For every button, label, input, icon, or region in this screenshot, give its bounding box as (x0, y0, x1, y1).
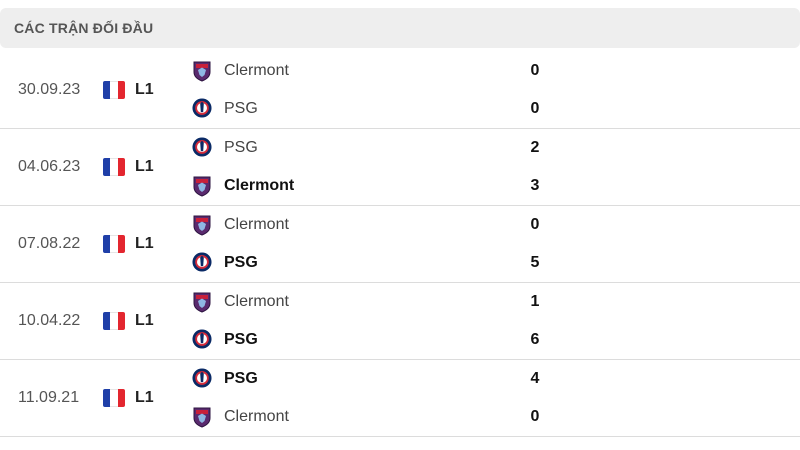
clermont-logo-icon (192, 175, 212, 197)
section-title: CÁC TRẬN ĐỐI ĐẦU (14, 20, 154, 36)
match-date: 10.04.22 (18, 312, 81, 329)
france-flag-icon (103, 312, 125, 330)
match-row[interactable]: 30.09.23 L1 Clermont PSG 0 0 (0, 52, 800, 129)
clermont-logo-icon (192, 291, 212, 313)
team-name: PSG (224, 331, 258, 348)
psg-logo-icon (192, 98, 212, 120)
psg-logo-icon (192, 329, 212, 351)
match-list: 30.09.23 L1 Clermont PSG 0 0 04.06.23 L1… (0, 52, 800, 437)
clermont-logo-icon (192, 406, 212, 428)
home-score: 0 (530, 62, 540, 79)
league-label: L1 (135, 158, 154, 175)
league-label: L1 (135, 235, 154, 252)
match-row[interactable]: 07.08.22 L1 Clermont PSG 0 5 (0, 206, 800, 283)
france-flag-icon (103, 158, 125, 176)
away-team: PSG (192, 90, 258, 128)
team-name: Clermont (224, 216, 289, 233)
team-name: Clermont (224, 408, 289, 425)
match-date: 30.09.23 (18, 81, 81, 98)
france-flag-icon (103, 235, 125, 253)
match-date: 07.08.22 (18, 235, 81, 252)
psg-logo-icon (192, 252, 212, 274)
team-name: Clermont (224, 177, 295, 194)
home-team: Clermont (192, 206, 289, 244)
away-score: 0 (530, 100, 540, 117)
match-row[interactable]: 10.04.22 L1 Clermont PSG 1 6 (0, 283, 800, 360)
home-score: 1 (530, 293, 540, 310)
league-label: L1 (135, 81, 154, 98)
away-score: 5 (530, 254, 540, 271)
home-team: PSG (192, 129, 258, 167)
away-team: PSG (192, 321, 258, 359)
france-flag-icon (103, 389, 125, 407)
away-team: PSG (192, 244, 258, 282)
team-name: PSG (224, 139, 258, 156)
team-name: Clermont (224, 62, 289, 79)
away-team: Clermont (192, 167, 294, 205)
france-flag-icon (103, 81, 125, 99)
home-team: Clermont (192, 283, 289, 321)
team-name: PSG (224, 100, 258, 117)
clermont-logo-icon (192, 214, 212, 236)
home-score: 4 (530, 370, 540, 387)
match-row[interactable]: 11.09.21 L1 PSG Clermont 4 0 (0, 360, 800, 437)
home-team: PSG (192, 360, 258, 398)
league-label: L1 (135, 389, 154, 406)
away-score: 6 (530, 331, 540, 348)
home-score: 2 (530, 139, 540, 156)
team-name: PSG (224, 370, 258, 387)
away-score: 0 (530, 408, 540, 425)
clermont-logo-icon (192, 60, 212, 82)
psg-logo-icon (192, 137, 212, 159)
match-date: 11.09.21 (18, 389, 80, 406)
team-name: Clermont (224, 293, 289, 310)
match-row[interactable]: 04.06.23 L1 PSG Clermont 2 3 (0, 129, 800, 206)
section-header: CÁC TRẬN ĐỐI ĐẦU (0, 8, 800, 48)
home-team: Clermont (192, 52, 289, 90)
psg-logo-icon (192, 368, 212, 390)
home-score: 0 (530, 216, 540, 233)
away-team: Clermont (192, 398, 289, 436)
league-label: L1 (135, 312, 154, 329)
team-name: PSG (224, 254, 258, 271)
match-date: 04.06.23 (18, 158, 81, 175)
away-score: 3 (530, 177, 540, 194)
